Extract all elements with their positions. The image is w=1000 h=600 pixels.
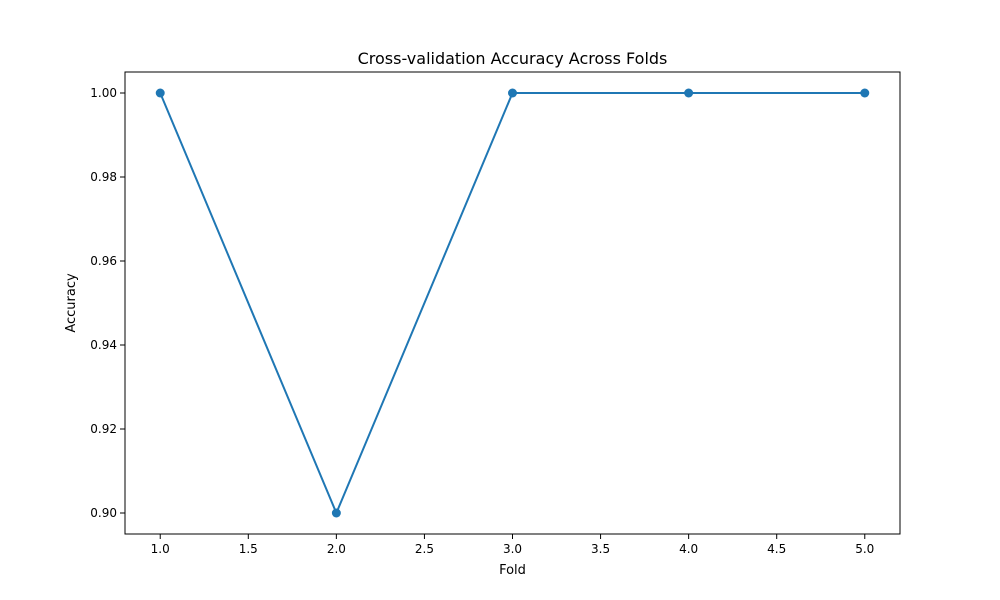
x-tick-label: 3.0	[503, 542, 522, 556]
y-tick-label: 1.00	[90, 86, 117, 100]
y-tick-label: 0.98	[90, 170, 117, 184]
x-axis: 1.0 1.5 2.0 2.5 3.0 3.5 4.0 4.5 5.0	[151, 534, 874, 556]
x-tick-label: 1.0	[151, 542, 170, 556]
x-tick-label: 1.5	[239, 542, 258, 556]
series-line	[159, 92, 865, 514]
plot-area-frame	[124, 71, 901, 535]
y-axis-label: Accuracy	[64, 273, 79, 333]
x-axis-label: Fold	[499, 563, 526, 578]
y-tick-label: 0.96	[90, 254, 117, 268]
data-point	[331, 508, 341, 518]
x-tick-label: 4.5	[767, 542, 786, 556]
y-tick-label: 0.94	[90, 338, 117, 352]
data-point	[860, 88, 870, 98]
y-tick-label: 0.90	[90, 506, 117, 520]
x-tick-label: 2.5	[415, 542, 434, 556]
chart-title: Cross-validation Accuracy Across Folds	[358, 49, 668, 68]
x-tick-label: 2.0	[327, 542, 346, 556]
x-tick-label: 4.0	[679, 542, 698, 556]
series-layer	[155, 88, 870, 518]
x-tick-label: 3.5	[591, 542, 610, 556]
data-point	[508, 88, 517, 98]
x-tick-label: 5.0	[855, 542, 874, 556]
y-tick-label: 0.92	[90, 422, 117, 436]
data-point	[684, 88, 694, 98]
data-point	[155, 88, 165, 98]
y-axis: 0.90 0.92 0.94 0.96 0.98 1.00	[90, 86, 125, 520]
